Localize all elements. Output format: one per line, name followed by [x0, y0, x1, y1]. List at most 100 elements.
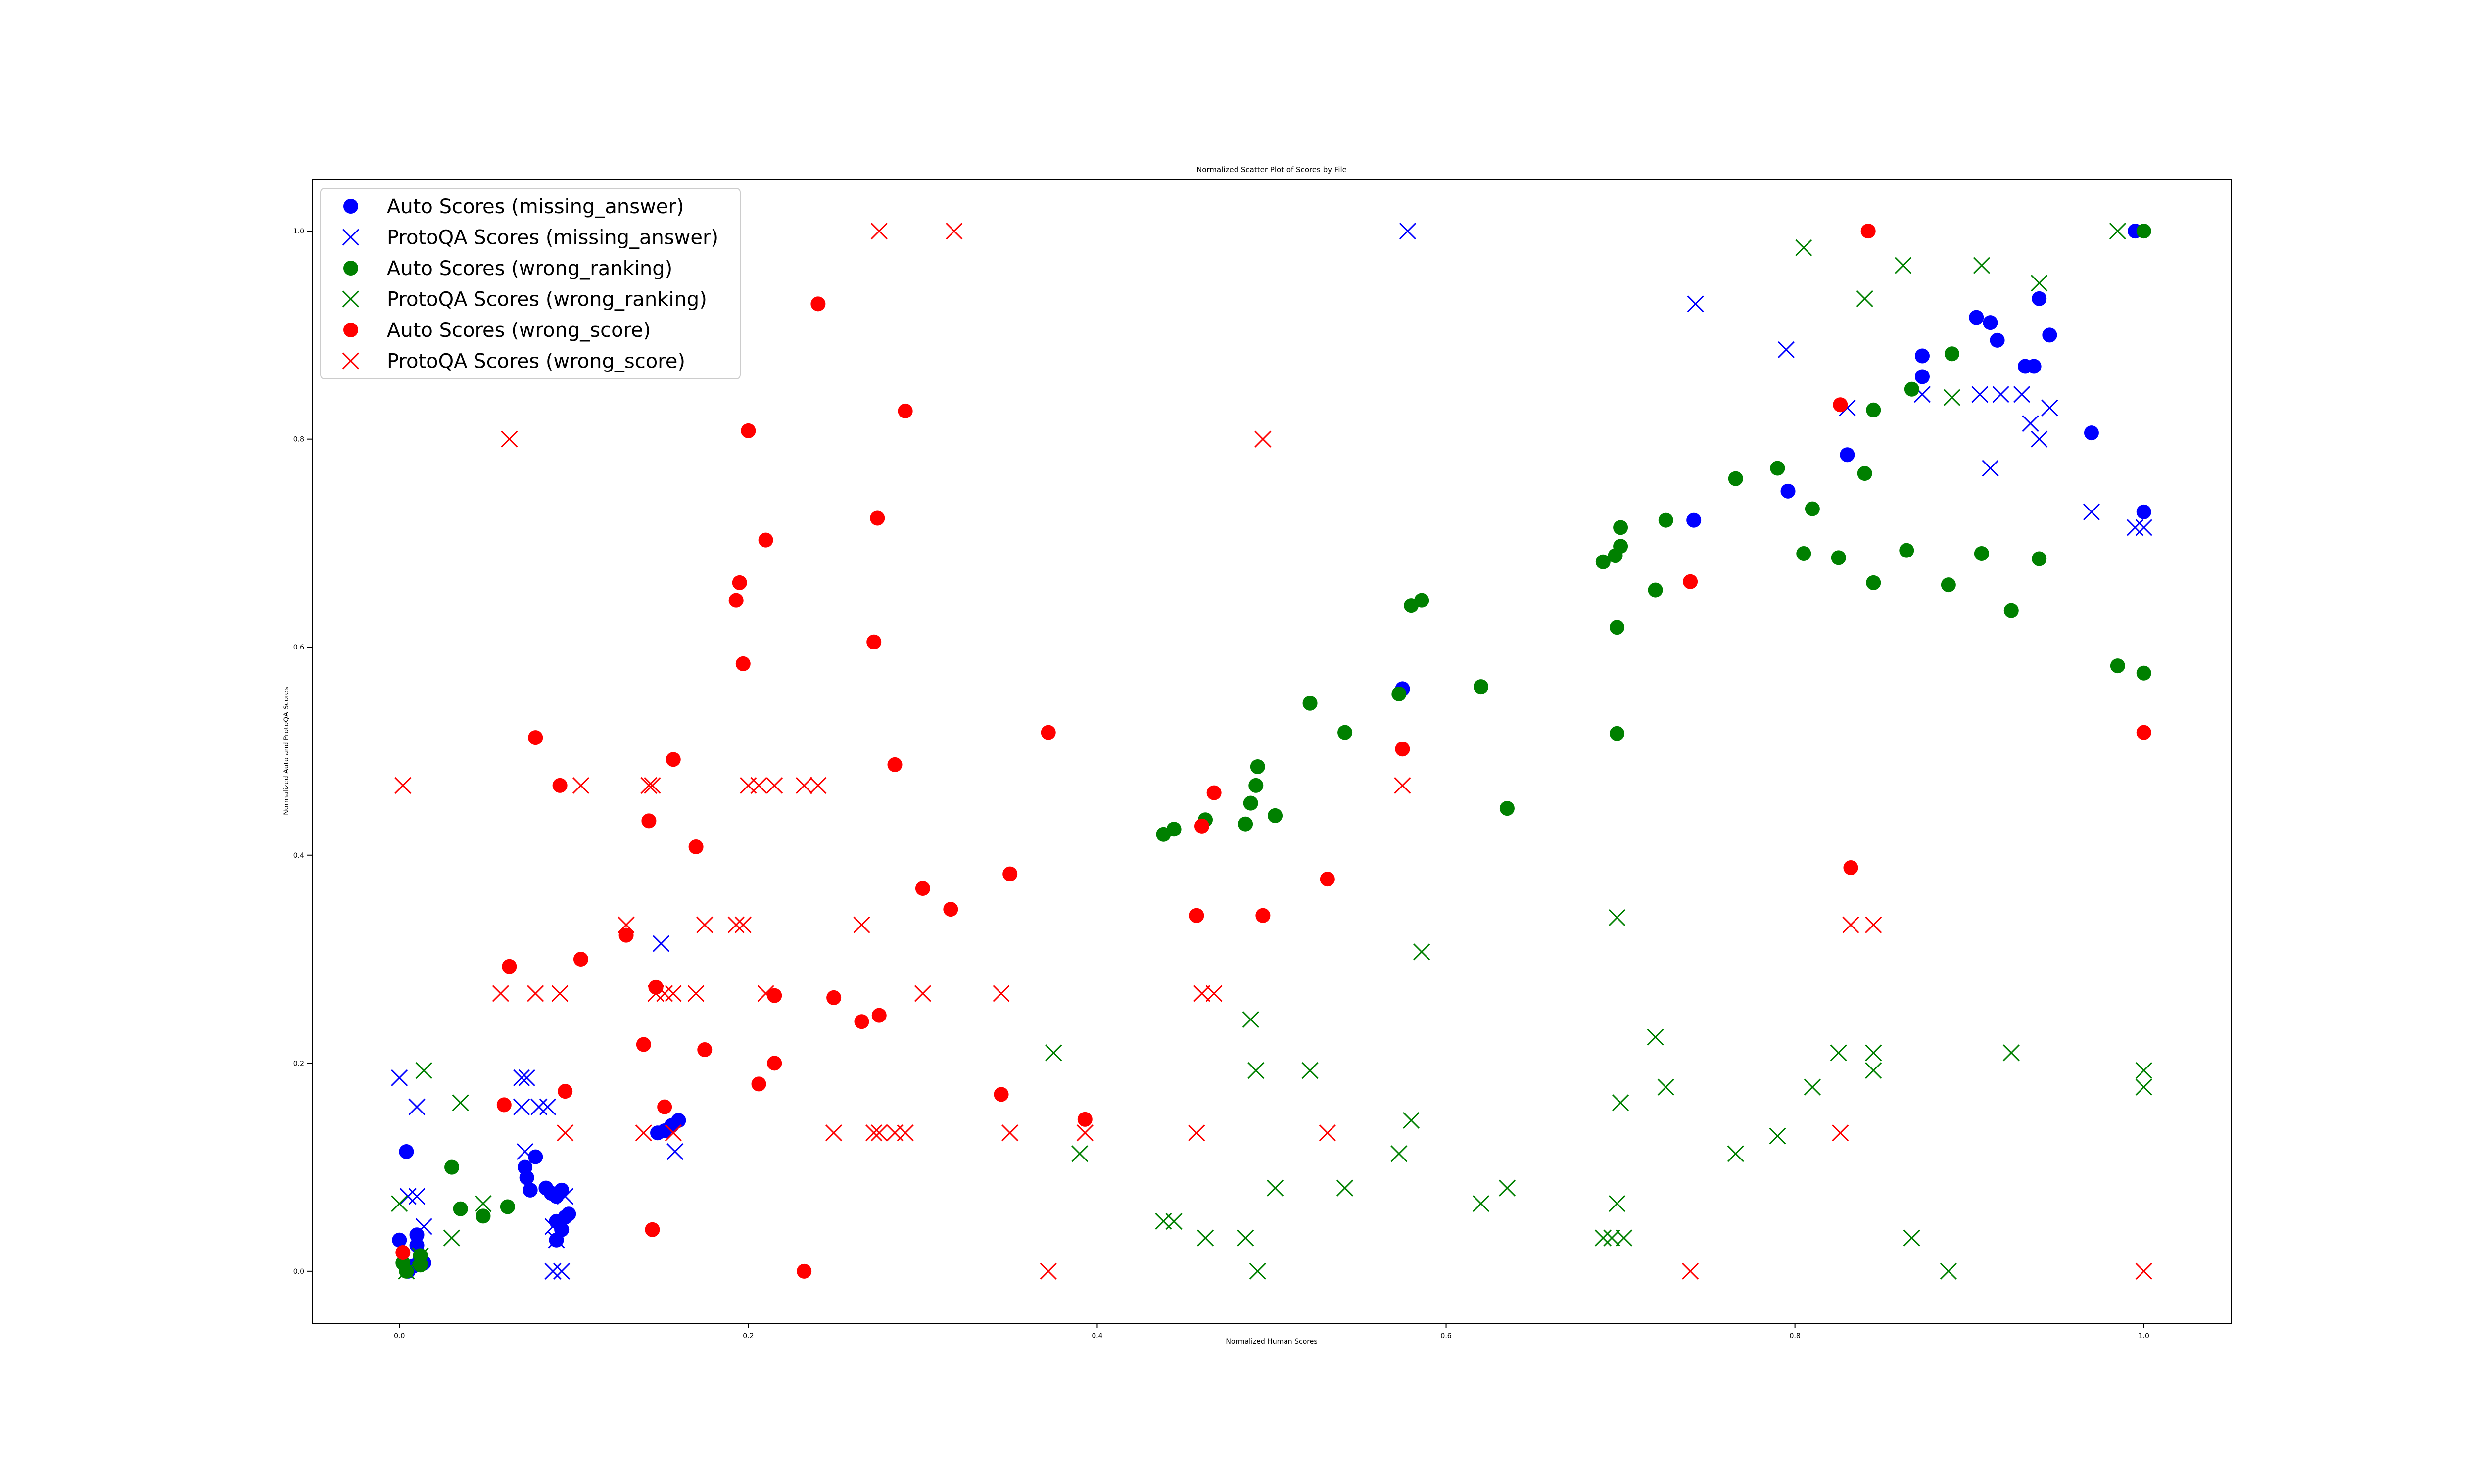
data-point-x [1193, 985, 1211, 1002]
data-point-circle [1899, 543, 1914, 558]
data-point-x [2135, 1062, 2152, 1079]
legend-marker [343, 199, 358, 214]
data-point-circle [558, 1084, 573, 1099]
data-point-x [1895, 257, 1912, 274]
legend-marker [343, 261, 358, 276]
data-point-x [2022, 415, 2039, 432]
data-point-x [1205, 985, 1223, 1002]
data-point-x [475, 1195, 492, 1212]
data-point-x [415, 1062, 432, 1079]
data-point-x [408, 1098, 426, 1115]
legend-label: Auto Scores (wrong_ranking) [387, 257, 672, 280]
legend-label: Auto Scores (missing_answer) [387, 195, 684, 218]
data-point-circle [1077, 1112, 1093, 1127]
y-tick-label: 0.4 [293, 852, 304, 860]
data-point-x [1394, 777, 1411, 794]
data-point-circle [697, 1042, 713, 1057]
data-point-x [2135, 1262, 2152, 1280]
data-point-circle [1474, 679, 1489, 695]
x-tick-label: 0.4 [1092, 1332, 1102, 1340]
data-point-circle [741, 423, 756, 438]
data-point-circle [395, 1245, 411, 1260]
data-point-circle [1983, 315, 1998, 330]
data-point-x [1777, 341, 1795, 358]
data-point-circle [870, 510, 885, 526]
data-point-x [666, 1143, 684, 1160]
data-point-x [1237, 1229, 1254, 1247]
data-point-circle [1805, 501, 1820, 516]
data-point-circle [2026, 359, 2042, 374]
data-point-circle [826, 990, 842, 1005]
data-point-circle [871, 1008, 887, 1023]
data-point-x [443, 1229, 461, 1247]
data-point-circle [1189, 908, 1204, 923]
data-point-circle [1613, 539, 1628, 554]
data-point-x [809, 777, 827, 794]
data-point-circle [1248, 778, 1264, 793]
data-point-circle [444, 1159, 460, 1175]
data-point-circle [561, 1206, 576, 1222]
data-point-x [544, 1262, 562, 1280]
data-point-circle [1206, 785, 1222, 800]
data-point-circle [1974, 546, 1989, 561]
data-point-circle [1728, 471, 1743, 486]
data-point-circle [519, 1170, 534, 1185]
data-point-x [408, 1188, 426, 1205]
data-point-x [647, 985, 665, 1002]
data-point-circle [2136, 504, 2151, 519]
data-point-x [1319, 1124, 1336, 1142]
x-tick-label: 1.0 [2139, 1332, 2149, 1340]
data-point-x [2002, 1044, 2020, 1062]
data-point-x [2083, 503, 2100, 520]
data-point-circle [657, 1099, 672, 1114]
series-group [391, 223, 2152, 1280]
data-point-circle [618, 928, 634, 943]
data-point-circle [2110, 658, 2125, 674]
legend-label: ProtoQA Scores (missing_answer) [387, 227, 718, 249]
data-point-circle [2003, 603, 2019, 618]
data-point-x [1603, 1229, 1620, 1247]
data-point-x [1842, 916, 1859, 933]
data-point-circle [797, 1263, 812, 1279]
data-point-x [1865, 916, 1882, 933]
data-point-circle [573, 952, 588, 967]
data-point-circle [1683, 574, 1698, 589]
data-point-x [734, 916, 752, 933]
y-axis: 0.0 0.2 0.4 0.6 0.8 1.0 [293, 228, 312, 1276]
data-point-x [1682, 1262, 1699, 1280]
data-point-x [1188, 1124, 1205, 1142]
data-point-circle [1840, 447, 1855, 463]
data-point-circle [994, 1087, 1009, 1102]
data-point-circle [2042, 327, 2057, 343]
data-point-circle [476, 1208, 491, 1224]
data-point-x [530, 1098, 548, 1115]
data-point-x [1973, 257, 1990, 274]
data-point-x [527, 985, 544, 1002]
data-point-x [1971, 386, 1989, 403]
data-point-circle [554, 1222, 570, 1237]
legend-marker [342, 229, 360, 246]
data-point-x [1982, 460, 1999, 477]
x-tick-label: 0.0 [394, 1332, 405, 1340]
data-point-x [727, 916, 745, 933]
data-point-circle [1857, 466, 1872, 481]
data-point-x [1402, 1112, 1420, 1129]
data-point-x [399, 1188, 417, 1205]
data-point-circle [1166, 822, 1182, 837]
data-point-circle [1337, 725, 1353, 740]
data-point-circle [2136, 725, 2151, 740]
data-point-circle [666, 752, 681, 767]
data-point-x [1472, 1195, 1490, 1212]
data-point-circle [1914, 348, 1930, 364]
data-point-circle [502, 959, 517, 974]
data-point-x [1249, 1262, 1266, 1280]
x-tick-label: 0.8 [1790, 1332, 1801, 1340]
data-point-circle [1255, 908, 1271, 923]
data-point-x [665, 985, 682, 1002]
data-point-circle [943, 902, 958, 917]
data-point-circle [1391, 686, 1407, 701]
data-point-x [853, 916, 870, 933]
y-tick-label: 0.0 [293, 1268, 304, 1276]
data-point-x [391, 1195, 408, 1212]
